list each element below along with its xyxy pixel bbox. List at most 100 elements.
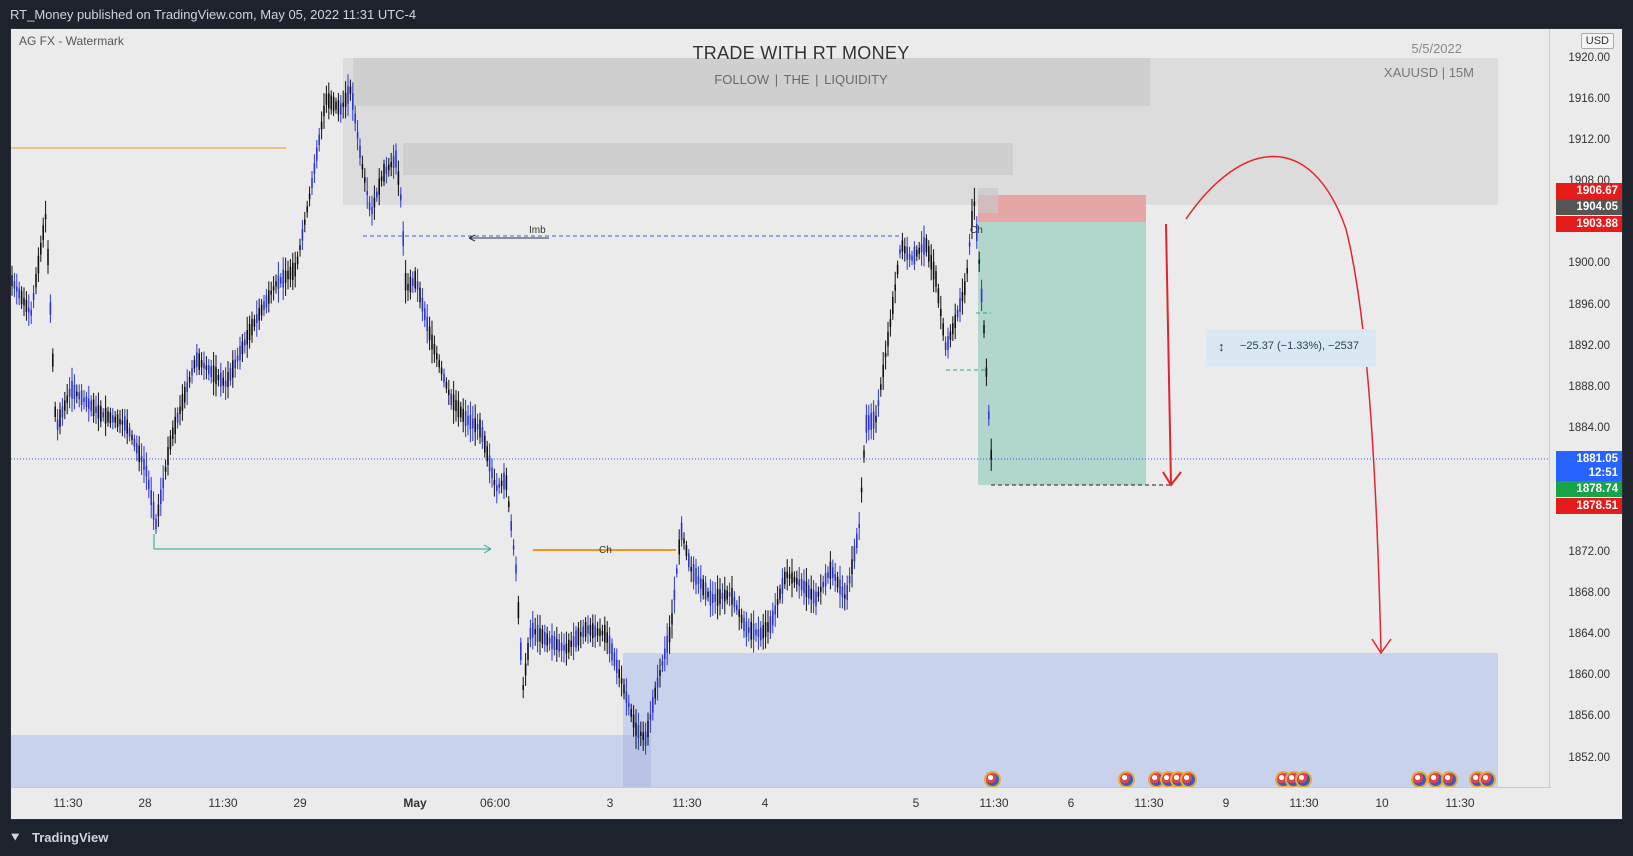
candle-body — [872, 411, 875, 429]
candle-body — [623, 684, 625, 694]
candle-body — [865, 414, 868, 433]
us-flag-icon[interactable] — [1295, 771, 1312, 788]
candle-body — [604, 624, 606, 643]
price-axis[interactable]: USD 1920.001916.001912.001908.001904.001… — [1549, 29, 1622, 787]
candle-body — [464, 410, 467, 426]
candle-body — [342, 102, 344, 107]
us-flag-icon[interactable] — [984, 771, 1001, 788]
candle-body — [270, 290, 272, 295]
candle-body — [280, 277, 282, 284]
candle-body — [340, 103, 342, 115]
us-flag-icon[interactable] — [1411, 771, 1428, 788]
candle-body — [527, 643, 529, 660]
candle-body — [592, 623, 594, 639]
candle-body — [59, 409, 61, 428]
candle-body — [793, 576, 796, 583]
candle-body — [659, 670, 661, 676]
chart-frame[interactable]: AG FX - Watermark TRADE WITH RT MONEY FO… — [10, 28, 1623, 820]
candle-body — [666, 635, 668, 653]
candle-body — [488, 455, 491, 472]
candle-body — [544, 632, 546, 645]
candle-body — [354, 113, 356, 124]
demand-zone-right — [623, 653, 1498, 787]
candle-body — [272, 286, 275, 291]
candle-body — [28, 307, 30, 313]
demand-zone-overlap — [623, 735, 651, 787]
us-flag-icon[interactable] — [1118, 771, 1135, 788]
candle-body — [728, 592, 731, 597]
candle-body — [947, 336, 949, 350]
candle-body — [316, 147, 318, 161]
candle-body — [736, 604, 738, 611]
time-tick: 11:30 — [1445, 796, 1475, 810]
candle-body — [539, 628, 541, 642]
candle-body — [436, 353, 438, 360]
candle-body — [560, 642, 563, 651]
us-flag-icon[interactable] — [1479, 771, 1496, 788]
candle-body — [781, 578, 784, 594]
candle-body — [184, 387, 186, 403]
candle-body — [712, 594, 714, 604]
us-flag-icon[interactable] — [1441, 771, 1458, 788]
time-tick: 4 — [761, 796, 769, 810]
candle-body — [788, 574, 791, 579]
candle-body — [260, 304, 263, 316]
candle-body — [952, 323, 954, 335]
candle-body — [263, 301, 265, 310]
candle-body — [748, 627, 750, 633]
candle-body — [510, 521, 512, 531]
candle-body — [368, 202, 371, 211]
chart-subtitle: FOLLOW | THE | LIQUIDITY — [714, 72, 888, 87]
candle-body — [632, 714, 635, 728]
candle-body — [419, 287, 421, 303]
candle-body — [733, 596, 736, 608]
candle-body — [776, 599, 779, 605]
candle-body — [575, 630, 577, 648]
time-tick: 6 — [1067, 796, 1075, 810]
chart-canvas[interactable] — [11, 29, 1623, 820]
candle-body — [167, 447, 169, 465]
candle-body — [92, 399, 95, 417]
candle-body — [779, 588, 781, 600]
candle-body — [107, 411, 109, 423]
candle-body — [308, 193, 311, 200]
candle-body — [126, 419, 128, 434]
short-arrow-line — [1165, 223, 1172, 485]
candle-body — [973, 201, 976, 206]
candle-body — [66, 395, 68, 403]
candle-body — [913, 246, 916, 265]
candle-body — [491, 467, 493, 479]
us-flag-icon[interactable] — [1180, 771, 1197, 788]
candle-body — [344, 92, 347, 107]
candle-body — [376, 191, 378, 198]
candle-body — [983, 324, 985, 334]
candle-body — [664, 648, 666, 660]
candle-body — [990, 449, 992, 460]
candle-body — [198, 353, 200, 370]
time-axis[interactable]: 11:30 28 11:30 29 May 06:00 3 11:30 4 5 11:30 6 11:3… — [11, 787, 1551, 819]
candle-body — [30, 309, 32, 316]
time-tick: 5 — [912, 796, 920, 810]
candle-body — [652, 697, 654, 713]
candle-body — [515, 564, 517, 574]
candle-body — [880, 384, 882, 390]
candle-body — [928, 246, 930, 262]
candle-body — [229, 368, 232, 381]
candle-body — [143, 459, 145, 470]
candle-body — [937, 288, 940, 304]
candle-body — [469, 414, 472, 430]
currency-button[interactable]: USD — [1580, 33, 1614, 49]
candle-body — [325, 93, 328, 105]
candle-body — [364, 177, 366, 183]
candle-body — [568, 639, 570, 653]
tradingview-brand[interactable]: ⯆ TradingView — [10, 830, 108, 846]
candle-body — [856, 533, 858, 549]
candle-body — [150, 490, 152, 506]
candle-body — [548, 637, 551, 644]
candle-body — [673, 589, 676, 601]
candle-body — [90, 400, 92, 412]
candle-body — [402, 231, 404, 246]
candle-body — [630, 709, 632, 717]
candle-body — [618, 669, 620, 679]
candle-body — [709, 590, 712, 606]
